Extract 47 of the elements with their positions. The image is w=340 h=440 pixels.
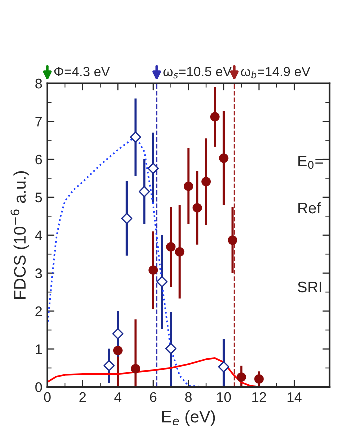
y-tick-label: 2 <box>36 306 42 316</box>
y-tick-label: 5 <box>36 192 42 203</box>
y-tick-label: 1 <box>36 344 42 354</box>
point <box>210 112 220 122</box>
point <box>254 374 264 384</box>
y-tick-label: 4 <box>35 230 42 240</box>
x-tick-label: 10 <box>217 392 232 402</box>
y-tick-label: 3 <box>36 268 42 279</box>
point <box>113 346 123 356</box>
text: ω$_{s}$=10.5 eV <box>164 67 232 79</box>
y-tick-label: 6 <box>36 154 42 165</box>
y-axis-title: FDCS (10$^{−6}$ a.u.) <box>10 172 30 300</box>
point <box>218 361 230 373</box>
annotation: E$_{0}$= <box>298 156 324 170</box>
text: ω$_{b}$=14.9 eV <box>241 67 311 79</box>
point <box>192 203 202 213</box>
x-tick-label: 6 <box>150 392 157 402</box>
point <box>175 247 185 257</box>
x-tick-label: 2 <box>80 392 86 402</box>
annotation: SRI <box>298 282 322 293</box>
annotation: Ref <box>298 202 322 214</box>
y-tick-label: 7 <box>36 117 42 127</box>
x-tick-label: 8 <box>185 392 192 402</box>
point <box>112 328 124 340</box>
y-tick-label: 8 <box>36 78 42 89</box>
x-tick-label: 4 <box>114 392 122 402</box>
point <box>219 154 229 164</box>
point <box>130 132 142 144</box>
text: Φ=4.3 eV <box>54 67 110 77</box>
x-tick-label: 14 <box>288 392 302 402</box>
point <box>236 372 246 382</box>
x-axis-title: E$_{e}$ (eV) <box>162 410 216 426</box>
point <box>156 276 168 288</box>
point <box>104 360 115 372</box>
y-tick-label: 0 <box>36 382 42 392</box>
point <box>148 162 160 174</box>
x-tick-label: 0 <box>44 392 51 402</box>
point <box>165 343 177 355</box>
x-tick-label: 12 <box>252 392 266 402</box>
point <box>148 266 158 276</box>
point <box>121 213 133 224</box>
point <box>166 242 176 252</box>
point <box>138 186 150 198</box>
point <box>131 364 141 374</box>
point <box>202 177 212 187</box>
point <box>228 236 238 246</box>
point <box>184 182 194 192</box>
